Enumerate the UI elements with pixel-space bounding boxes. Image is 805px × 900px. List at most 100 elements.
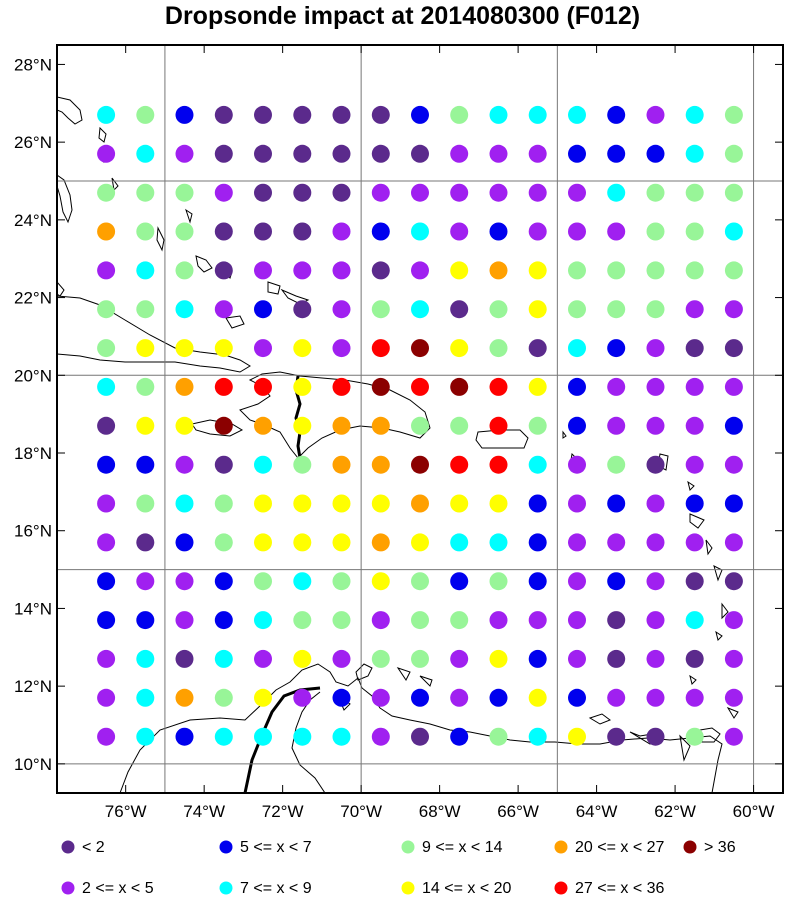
- impact-dot: [214, 144, 233, 163]
- impact-dot: [254, 261, 272, 280]
- legend-label: 2 <= x < 5: [82, 880, 154, 897]
- impact-dot: [371, 339, 390, 358]
- impact-dot: [685, 416, 704, 435]
- impact-dot: [450, 611, 469, 630]
- impact-dot: [371, 144, 390, 163]
- impact-dot: [293, 533, 312, 552]
- impact-dot: [568, 494, 586, 513]
- impact-dot: [136, 688, 155, 707]
- impact-dot: [607, 144, 626, 163]
- impact-dot: [411, 300, 429, 319]
- impact-dot: [214, 300, 233, 319]
- lat-tick-label: 10°N: [14, 755, 52, 774]
- impact-dot: [254, 300, 272, 319]
- impact-dot: [411, 649, 429, 668]
- impact-dot: [97, 222, 116, 241]
- impact-dot: [293, 688, 312, 707]
- impact-dot: [411, 494, 429, 513]
- impact-dot: [293, 572, 312, 591]
- impact-dot: [254, 494, 272, 513]
- impact-dot: [568, 377, 586, 396]
- impact-dot: [568, 572, 586, 591]
- impact-dot: [136, 455, 155, 474]
- impact-dot: [97, 105, 116, 124]
- impact-dot: [97, 649, 116, 668]
- legend-label: 27 <= x < 36: [575, 880, 665, 897]
- lon-tick-label: 66°W: [497, 802, 539, 821]
- impact-dot: [568, 300, 586, 319]
- impact-dot: [371, 222, 390, 241]
- lat-tick-label: 12°N: [14, 677, 52, 696]
- impact-dot: [254, 572, 272, 591]
- impact-dot: [528, 727, 547, 746]
- impact-dot: [685, 183, 704, 202]
- impact-dot: [411, 377, 429, 396]
- impact-dot: [175, 183, 194, 202]
- impact-dot: [607, 455, 626, 474]
- impact-dot: [646, 261, 665, 280]
- impact-dot: [450, 649, 469, 668]
- impact-dot: [646, 416, 665, 435]
- impact-dot: [411, 261, 429, 280]
- impact-dot: [97, 144, 116, 163]
- impact-dot: [175, 377, 194, 396]
- impact-dot: [646, 533, 665, 552]
- impact-dot: [97, 533, 116, 552]
- impact-dot: [254, 533, 272, 552]
- legend-label: > 36: [704, 839, 736, 856]
- impact-dot: [214, 222, 233, 241]
- impact-dot: [97, 494, 116, 513]
- impact-dot: [97, 688, 116, 707]
- legend-label: 14 <= x < 20: [422, 880, 512, 897]
- impact-dot: [489, 727, 508, 746]
- impact-dot: [332, 455, 351, 474]
- impact-dot: [528, 300, 547, 319]
- impact-dot: [254, 222, 272, 241]
- impact-dot: [332, 611, 351, 630]
- impact-dot: [568, 339, 586, 358]
- impact-dot: [411, 727, 429, 746]
- impact-dot: [568, 611, 586, 630]
- legend-label: 20 <= x < 27: [575, 839, 665, 856]
- impact-dot: [97, 377, 116, 396]
- impact-dot: [411, 611, 429, 630]
- impact-dot: [411, 183, 429, 202]
- impact-dot: [568, 144, 586, 163]
- impact-dot: [254, 339, 272, 358]
- impact-dot: [489, 533, 508, 552]
- impact-dot: [724, 300, 743, 319]
- impact-dot: [646, 611, 665, 630]
- impact-dot: [568, 261, 586, 280]
- impact-dot: [685, 144, 704, 163]
- impact-dot: [528, 649, 547, 668]
- impact-dot: [489, 688, 508, 707]
- impact-dot: [214, 727, 233, 746]
- impact-dot: [293, 105, 312, 124]
- impact-dot: [607, 649, 626, 668]
- impact-dot: [254, 649, 272, 668]
- impact-dot: [528, 377, 547, 396]
- impact-dot: [450, 300, 469, 319]
- impact-dot: [450, 183, 469, 202]
- impact-dot: [724, 144, 743, 163]
- legend-swatch: [554, 881, 568, 895]
- impact-dot: [528, 572, 547, 591]
- impact-dot: [685, 649, 704, 668]
- impact-dot: [293, 494, 312, 513]
- impact-dot: [371, 533, 390, 552]
- lon-tick-label: 74°W: [183, 802, 225, 821]
- impact-dot: [214, 611, 233, 630]
- impact-dot: [332, 377, 351, 396]
- impact-dot: [214, 533, 233, 552]
- impact-dot: [450, 572, 469, 591]
- impact-dot: [214, 494, 233, 513]
- impact-dot: [528, 261, 547, 280]
- impact-dot: [136, 611, 155, 630]
- impact-dot: [293, 261, 312, 280]
- impact-dot: [528, 105, 547, 124]
- map-frame: [56, 44, 784, 794]
- impact-dot: [332, 727, 351, 746]
- impact-dot: [293, 649, 312, 668]
- impact-dot: [293, 339, 312, 358]
- impact-dot: [489, 183, 508, 202]
